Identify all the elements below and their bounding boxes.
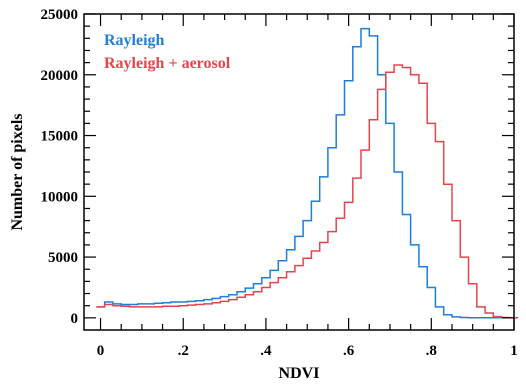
x-tick-label: .4: [260, 343, 272, 359]
legend: Rayleigh Rayleigh + aerosol: [104, 32, 231, 72]
x-tick-label: 1: [510, 343, 518, 359]
x-tick-label: .6: [343, 343, 355, 359]
y-tick-label: 15000: [41, 129, 79, 145]
tick-labels-layer: 0 .2 .4 .6 .8 1 0 5000 10000 15000 20000 25000: [41, 7, 518, 359]
series-layer: [96, 27, 519, 319]
y-axis-title: Number of pixels: [9, 113, 26, 230]
x-tick-label: 0: [97, 343, 105, 359]
y-tick-label: 5000: [48, 250, 78, 266]
y-tick-label: 0: [71, 311, 79, 327]
legend-entry-rayleigh: Rayleigh: [104, 32, 165, 49]
ticks-layer: [84, 13, 515, 330]
series-line-rayleigh: [96, 27, 519, 319]
x-tick-label: .8: [426, 343, 437, 359]
series-line-rayleigh-aerosol: [96, 64, 519, 319]
x-tick-label: .2: [178, 343, 189, 359]
legend-entry-rayleigh-aerosol: Rayleigh + aerosol: [104, 55, 231, 72]
y-tick-label: 10000: [41, 189, 79, 205]
y-tick-label: 20000: [41, 68, 79, 84]
y-tick-label: 25000: [41, 7, 79, 23]
x-axis-title: NDVI: [279, 365, 320, 382]
